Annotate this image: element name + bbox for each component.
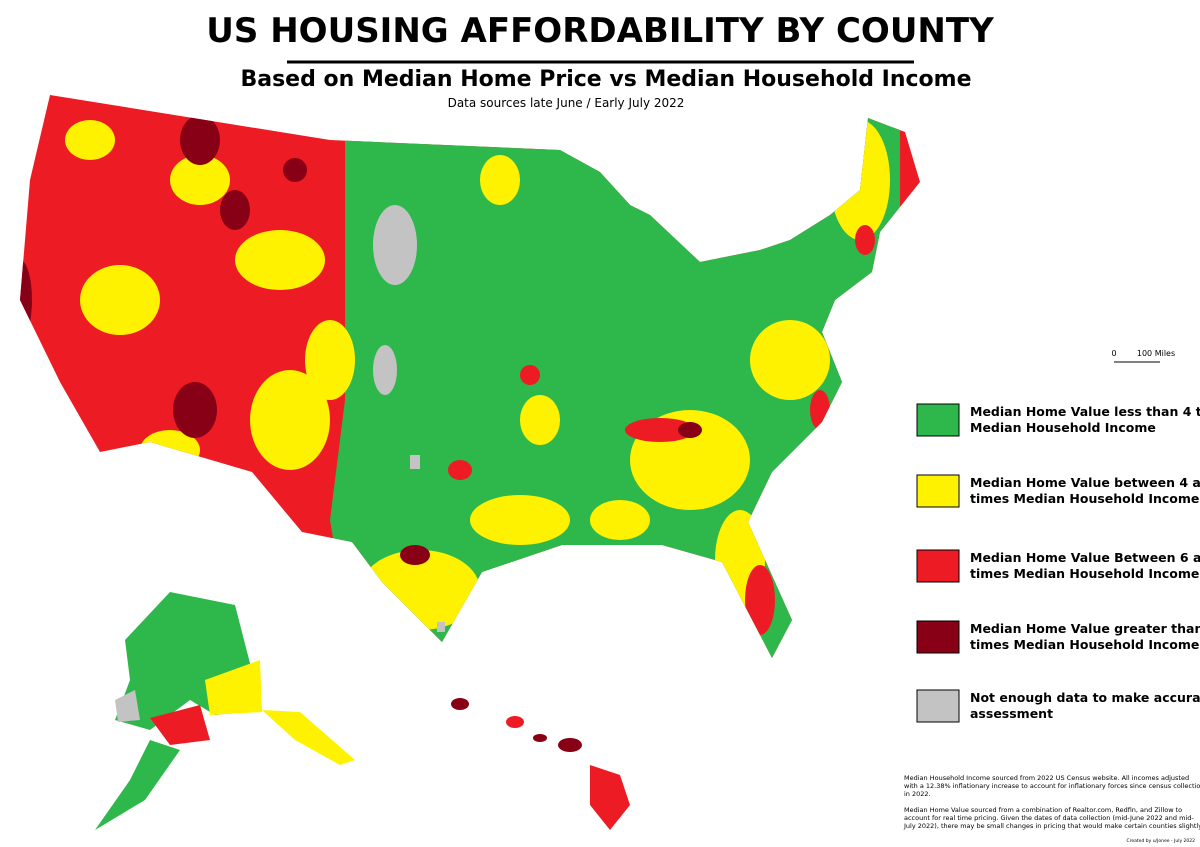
scale-start: 0 — [1111, 349, 1116, 358]
legend-swatch — [916, 620, 960, 654]
note-line: with a 12.38% inflationary increase to a… — [904, 782, 1200, 790]
legend-label: Median Home Value Between 6 and 10 — [970, 550, 1200, 565]
legend-swatch — [916, 403, 960, 437]
legend-swatch — [916, 549, 960, 583]
notes: Median Household Income sourced from 202… — [903, 774, 1200, 830]
note-line: in 2022. — [904, 790, 931, 798]
legend-label: assessment — [970, 706, 1053, 721]
scale-bar: 0 100 Miles — [1111, 349, 1175, 363]
credit: Created by u/Jonee - July 2022 — [1127, 838, 1196, 844]
legend-label: times Median Household Income — [970, 491, 1199, 506]
legend: Median Home Value less than 4 timesMedia… — [916, 403, 1200, 723]
title: US HOUSING AFFORDABILITY BY COUNTY — [206, 11, 994, 51]
subtitle: Based on Median Home Price vs Median Hou… — [240, 67, 971, 92]
mainland-map — [20, 95, 920, 658]
legend-label: Median Home Value greater than 10 — [970, 621, 1200, 636]
sources: Data sources late June / Early July 2022 — [448, 96, 685, 110]
legend-label: times Median Household Income — [970, 637, 1199, 652]
legend-label: Median Home Value less than 4 times — [970, 404, 1200, 419]
note-line: Median Household Income sourced from 202… — [904, 774, 1189, 782]
hawaii — [451, 698, 630, 830]
note-line: Median Home Value sourced from a combina… — [904, 806, 1182, 814]
legend-label: Median Household Income — [970, 420, 1156, 435]
note-line: July 2022), there may be small changes i… — [903, 822, 1200, 830]
legend-label: Median Home Value between 4 and 6 — [970, 475, 1200, 490]
legend-label: times Median Household Income — [970, 566, 1199, 581]
note-line: account for real time pricing. Given the… — [904, 814, 1194, 822]
legend-label: Not enough data to make accurate — [970, 690, 1200, 705]
scale-end: 100 Miles — [1137, 349, 1175, 358]
alaska — [95, 592, 355, 830]
legend-swatch — [916, 689, 960, 723]
legend-swatch — [916, 474, 960, 508]
